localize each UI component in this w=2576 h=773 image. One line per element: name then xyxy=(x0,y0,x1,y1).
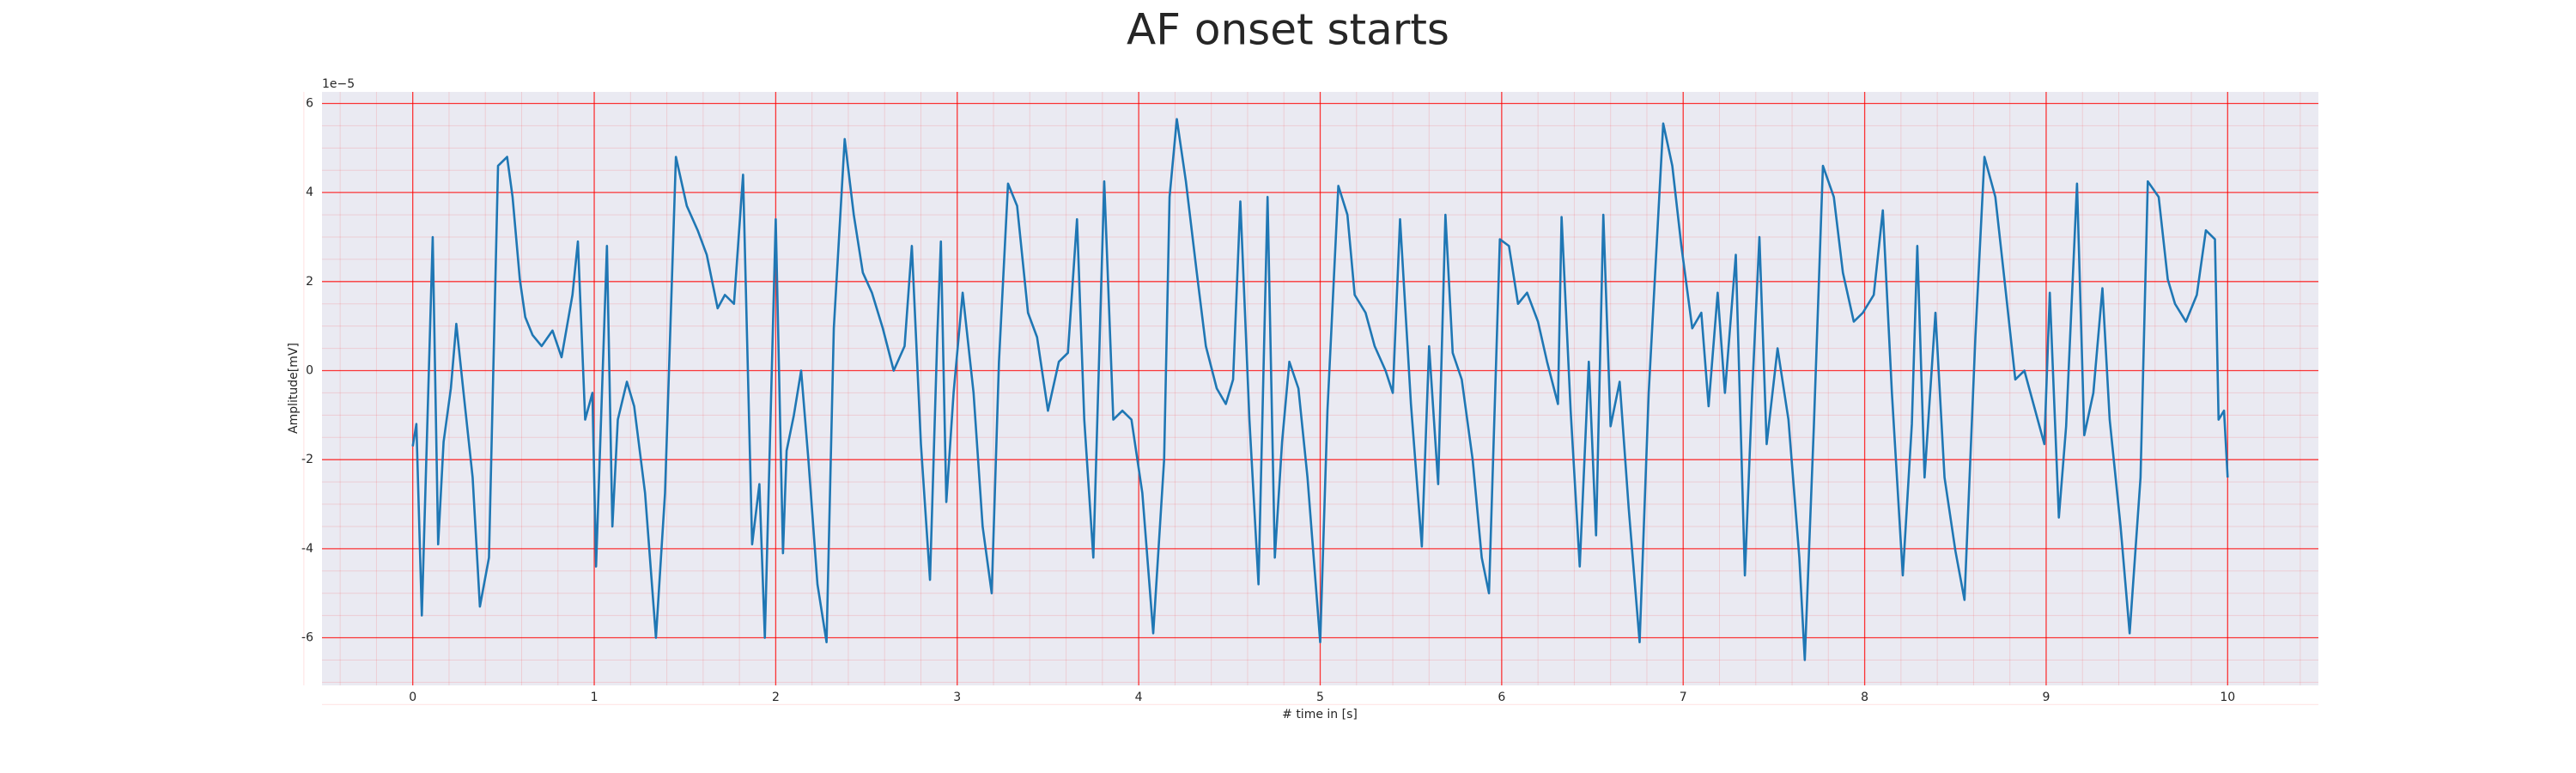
chart-title: AF onset starts xyxy=(1127,5,1449,55)
y-tick-label: 4 xyxy=(306,186,313,199)
x-tick-label: 5 xyxy=(1316,691,1324,704)
x-tick-label: 9 xyxy=(2042,691,2050,704)
y-tick-label: 2 xyxy=(306,275,313,289)
x-tick-label: 10 xyxy=(2220,691,2235,704)
tick-labels: 0 1 2 3 4 5 6 7 8 9 10 -6 -4 -2 0 2 4 6 xyxy=(301,96,2235,704)
y-tick-label: -6 xyxy=(301,631,313,645)
y-axis-label: Amplitude[mV] xyxy=(287,343,301,434)
y-tick-label: 0 xyxy=(306,364,313,378)
y-tick-label: -4 xyxy=(301,542,313,556)
x-axis-label: # time in [s] xyxy=(1282,708,1358,721)
x-tick-label: 4 xyxy=(1135,691,1143,704)
y-tick-label: -2 xyxy=(301,453,313,466)
grid xyxy=(303,92,2318,705)
x-tick-label: 2 xyxy=(772,691,780,704)
x-tick-label: 8 xyxy=(1861,691,1868,704)
x-tick-label: 3 xyxy=(953,691,961,704)
y-offset-text: 1e−5 xyxy=(322,77,355,91)
x-tick-label: 1 xyxy=(591,691,598,704)
series xyxy=(411,118,2229,661)
x-tick-label: 6 xyxy=(1498,691,1505,704)
x-tick-label: 0 xyxy=(409,691,416,704)
x-tick-label: 7 xyxy=(1680,691,1687,704)
y-tick-label: 6 xyxy=(306,96,313,110)
data-line xyxy=(411,118,2229,661)
